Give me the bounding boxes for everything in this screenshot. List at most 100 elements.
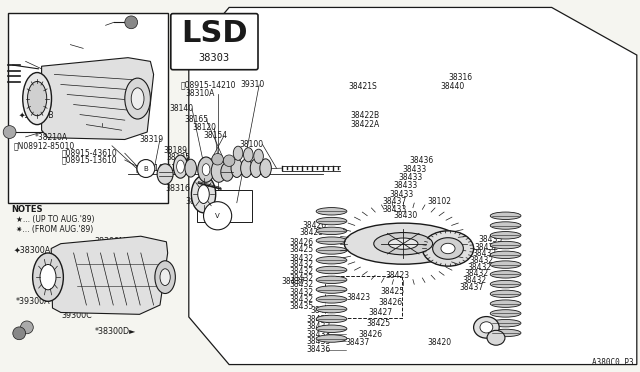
Text: ⓗ08915-14210: ⓗ08915-14210 [180,80,236,89]
Text: 38300: 38300 [95,246,120,254]
Text: 38433: 38433 [306,337,330,346]
Text: 38432: 38432 [289,288,314,296]
Text: 38316: 38316 [448,73,472,82]
Text: V: V [215,213,220,219]
Ellipse shape [260,159,271,177]
Text: 38165: 38165 [184,115,209,124]
Ellipse shape [433,238,463,259]
Text: 38430: 38430 [394,211,418,220]
Text: 38432: 38432 [289,254,314,263]
Ellipse shape [316,335,347,342]
Text: 38437: 38437 [460,283,484,292]
Ellipse shape [316,208,347,215]
Ellipse shape [316,286,347,293]
Ellipse shape [490,310,521,317]
Text: 38432: 38432 [467,263,492,272]
Ellipse shape [480,322,493,333]
Ellipse shape [157,164,173,185]
Ellipse shape [422,231,474,266]
Text: A380C0 P3: A380C0 P3 [592,358,634,367]
Text: 38433: 38433 [306,315,330,324]
Text: Ⓓ08110-61210: Ⓓ08110-61210 [136,164,191,173]
Text: 38189: 38189 [163,146,187,155]
Ellipse shape [160,269,170,286]
Ellipse shape [33,253,63,301]
Ellipse shape [490,222,521,229]
Ellipse shape [316,315,347,323]
Ellipse shape [316,227,347,235]
Text: 38420: 38420 [428,338,452,347]
Text: 38433: 38433 [389,190,413,199]
Text: 38100: 38100 [239,140,264,149]
Text: 38432: 38432 [289,280,314,289]
Text: 39310: 39310 [240,80,264,89]
Ellipse shape [211,160,227,182]
Text: 38120: 38120 [192,124,216,132]
Ellipse shape [185,159,196,177]
Text: 38154: 38154 [204,131,228,140]
Text: 38437: 38437 [383,197,407,206]
Text: 38432: 38432 [289,295,314,304]
Ellipse shape [191,176,216,213]
Ellipse shape [131,88,144,109]
Ellipse shape [250,159,262,177]
Circle shape [223,155,235,166]
Text: ✷... (FROM AUG.'89): ✷... (FROM AUG.'89) [16,225,93,234]
Ellipse shape [316,276,347,283]
Text: 38436: 38436 [410,156,434,165]
Ellipse shape [344,223,462,264]
Text: 38440: 38440 [186,197,211,206]
Ellipse shape [474,317,499,338]
Text: 38432: 38432 [289,267,314,276]
Text: 38432: 38432 [289,274,314,283]
Ellipse shape [316,305,347,313]
Text: 38140: 38140 [170,104,194,113]
Ellipse shape [490,320,521,327]
Text: ⓗ08915-43610: ⓗ08915-43610 [62,149,118,158]
Ellipse shape [155,261,175,294]
Text: *38210A: *38210A [35,133,68,142]
Ellipse shape [202,164,210,176]
Ellipse shape [490,271,521,278]
Ellipse shape [241,159,252,177]
Text: 38421S: 38421S [349,82,378,91]
Text: 38310A: 38310A [186,89,215,98]
Text: 38432: 38432 [465,269,489,278]
Ellipse shape [490,290,521,298]
Text: ✦38151: ✦38151 [218,166,248,175]
Text: 38320: 38320 [118,260,143,269]
Ellipse shape [28,81,47,116]
Text: 38425: 38425 [366,319,390,328]
Text: LSD: LSD [181,19,248,48]
Ellipse shape [388,238,418,249]
Text: 38433: 38433 [402,165,426,174]
Ellipse shape [316,257,347,264]
Polygon shape [42,58,154,140]
Text: ✦38210B: ✦38210B [19,111,54,120]
Text: 38316: 38316 [165,185,190,193]
Text: 38437: 38437 [346,339,370,347]
Text: *38300D►: *38300D► [95,327,136,336]
Ellipse shape [177,160,184,173]
Ellipse shape [23,73,52,125]
Text: 38426: 38426 [379,298,403,307]
Text: 38433: 38433 [306,322,330,331]
Text: 38300M: 38300M [95,237,127,246]
Text: 38433: 38433 [394,182,418,190]
Text: 38319: 38319 [140,135,164,144]
Ellipse shape [490,280,521,288]
Text: 38425: 38425 [300,228,324,237]
Text: 38423: 38423 [347,293,371,302]
Text: 38432: 38432 [462,276,486,285]
Text: 38433: 38433 [398,173,422,182]
Text: 38422B: 38422B [351,111,380,120]
Text: NOTES: NOTES [12,205,43,214]
Ellipse shape [198,185,209,203]
Text: 38435: 38435 [289,302,314,311]
Ellipse shape [243,148,253,162]
Text: 38422A: 38422A [351,120,380,129]
Text: 38433: 38433 [306,330,330,339]
Circle shape [3,126,16,138]
Text: 38210: 38210 [29,100,52,109]
Bar [325,276,402,318]
